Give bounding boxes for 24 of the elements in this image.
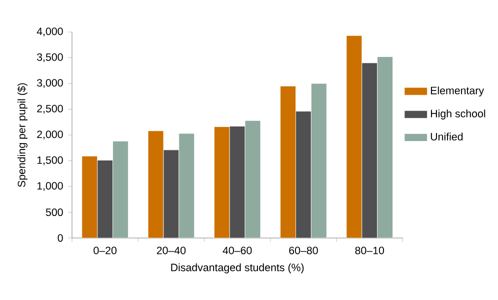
legend-label: Unified	[430, 132, 463, 140]
y-tick-label: 3,500	[37, 53, 63, 62]
x-tick-label: 0–20	[94, 246, 117, 254]
bar	[163, 150, 180, 238]
bar	[97, 160, 113, 238]
y-axis-title: Spending per pupil ($)	[17, 83, 28, 187]
y-tick-label: 4,000	[36, 28, 63, 36]
y-tick-label: 2,500	[37, 104, 63, 114]
y-tick-label: 1,000	[37, 182, 63, 191]
y-tick-label: 2,000	[37, 130, 63, 140]
x-tick-label: 60–80	[289, 246, 318, 254]
y-tick-label: 3,000	[37, 79, 63, 88]
legend-label: Elementary	[430, 86, 484, 96]
y-tick-label: 0	[58, 234, 63, 242]
x-tick-label: 40–60	[222, 246, 252, 254]
y-tick-label: 500	[46, 208, 63, 216]
bar	[296, 111, 312, 238]
legend-label: High school	[430, 110, 486, 120]
y-tick-label: 1,500	[37, 156, 63, 166]
x-axis-title: Disadvantaged students (%)	[171, 263, 304, 274]
x-tick-label: 20–40	[156, 246, 186, 254]
x-tick-label: 80–10	[355, 246, 384, 254]
bar	[362, 62, 378, 238]
bar	[229, 126, 246, 238]
